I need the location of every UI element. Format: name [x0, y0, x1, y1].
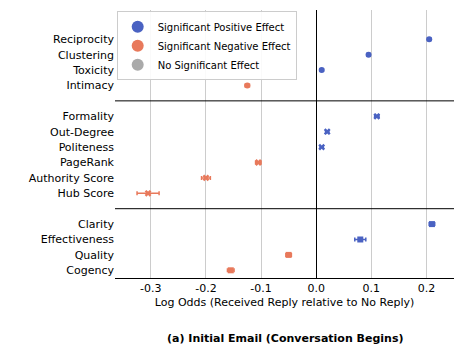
svg-text:Log Odds (Received Reply relat: Log Odds (Received Reply relative to No … [155, 296, 415, 309]
svg-text:0.2: 0.2 [418, 282, 436, 295]
svg-text:Clarity: Clarity [78, 218, 114, 231]
svg-text:Significant Negative Effect: Significant Negative Effect [158, 41, 291, 52]
svg-text:Formality: Formality [63, 110, 115, 123]
svg-text:Intimacy: Intimacy [66, 79, 114, 92]
svg-text:-0.2: -0.2 [195, 282, 216, 295]
svg-text:(a) Initial Email (Conversatio: (a) Initial Email (Conversation Begins) [167, 332, 403, 345]
svg-text:Cogency: Cogency [66, 264, 114, 277]
svg-text:Politeness: Politeness [59, 141, 115, 154]
svg-text:0.0: 0.0 [307, 282, 325, 295]
svg-text:Reciprocity: Reciprocity [53, 33, 114, 46]
svg-text:PageRank: PageRank [60, 156, 115, 169]
svg-text:-0.1: -0.1 [250, 282, 271, 295]
svg-text:Authority Score: Authority Score [29, 172, 114, 185]
svg-text:Effectiveness: Effectiveness [41, 233, 114, 246]
svg-text:-0.3: -0.3 [140, 282, 161, 295]
svg-text:Clustering: Clustering [58, 49, 114, 62]
svg-text:Hub Score: Hub Score [57, 187, 114, 200]
svg-text:Significant Positive Effect: Significant Positive Effect [158, 22, 285, 33]
svg-text:Toxicity: Toxicity [72, 64, 114, 77]
svg-text:No Significant Effect: No Significant Effect [158, 60, 260, 71]
svg-text:Quality: Quality [75, 249, 115, 262]
svg-text:Out-Degree: Out-Degree [50, 126, 114, 139]
svg-text:0.1: 0.1 [363, 282, 381, 295]
